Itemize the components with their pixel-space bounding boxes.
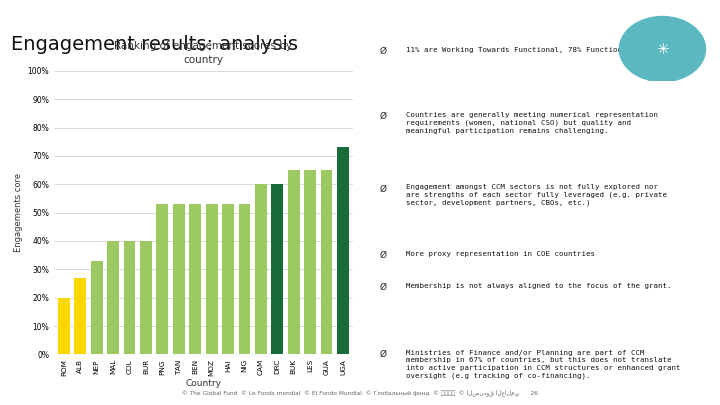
Text: Countries are generally meeting numerical representation
requirements (women, na: Countries are generally meeting numerica… [407,112,659,134]
Text: Ø: Ø [380,350,387,359]
Text: ✳: ✳ [656,42,669,57]
Text: Ø: Ø [380,47,387,56]
Bar [189,204,201,354]
Bar [255,184,267,354]
Bar [156,204,168,354]
Bar [337,147,349,354]
Bar [124,241,135,354]
X-axis label: Country: Country [186,379,222,388]
Text: © The Global Fund  © Le Fonds mondial  © El Fondo Mundial  © Глобальный фонд  © : © The Global Fund © Le Fonds mondial © E… [182,389,538,396]
Text: Membership is not always aligned to the focus of the grant.: Membership is not always aligned to the … [407,283,672,289]
Bar [288,170,300,354]
Bar [140,241,152,354]
Text: Engagement results: analysis: Engagement results: analysis [12,35,298,54]
Text: Ø: Ø [380,283,387,292]
Text: Engagement amongst CCM sectors is not fully explored nor
are strengths of each s: Engagement amongst CCM sectors is not fu… [407,184,667,206]
Text: Ø: Ø [380,112,387,121]
Text: 11% are Working Towards Functional, 78% Functional and 11% Engaged.: 11% are Working Towards Functional, 78% … [407,47,708,53]
Bar [107,241,119,354]
Bar [91,261,102,354]
Bar [173,204,185,354]
Y-axis label: Engagements core: Engagements core [14,173,23,252]
Bar [74,278,86,354]
Bar [320,170,333,354]
Bar [238,204,251,354]
Title: Ranking of engagement scores by
country: Ranking of engagement scores by country [114,41,292,64]
Text: Ø: Ø [380,251,387,260]
Text: Ø: Ø [380,184,387,193]
Text: Ministries of Finance and/or Planning are part of CCM
membership in 67% of count: Ministries of Finance and/or Planning ar… [407,350,681,379]
Circle shape [619,17,706,82]
Bar [222,204,234,354]
Bar [305,170,316,354]
Bar [271,184,283,354]
Text: More proxy representation in COE countries: More proxy representation in COE countri… [407,251,595,257]
Bar [206,204,217,354]
Bar [58,298,70,354]
